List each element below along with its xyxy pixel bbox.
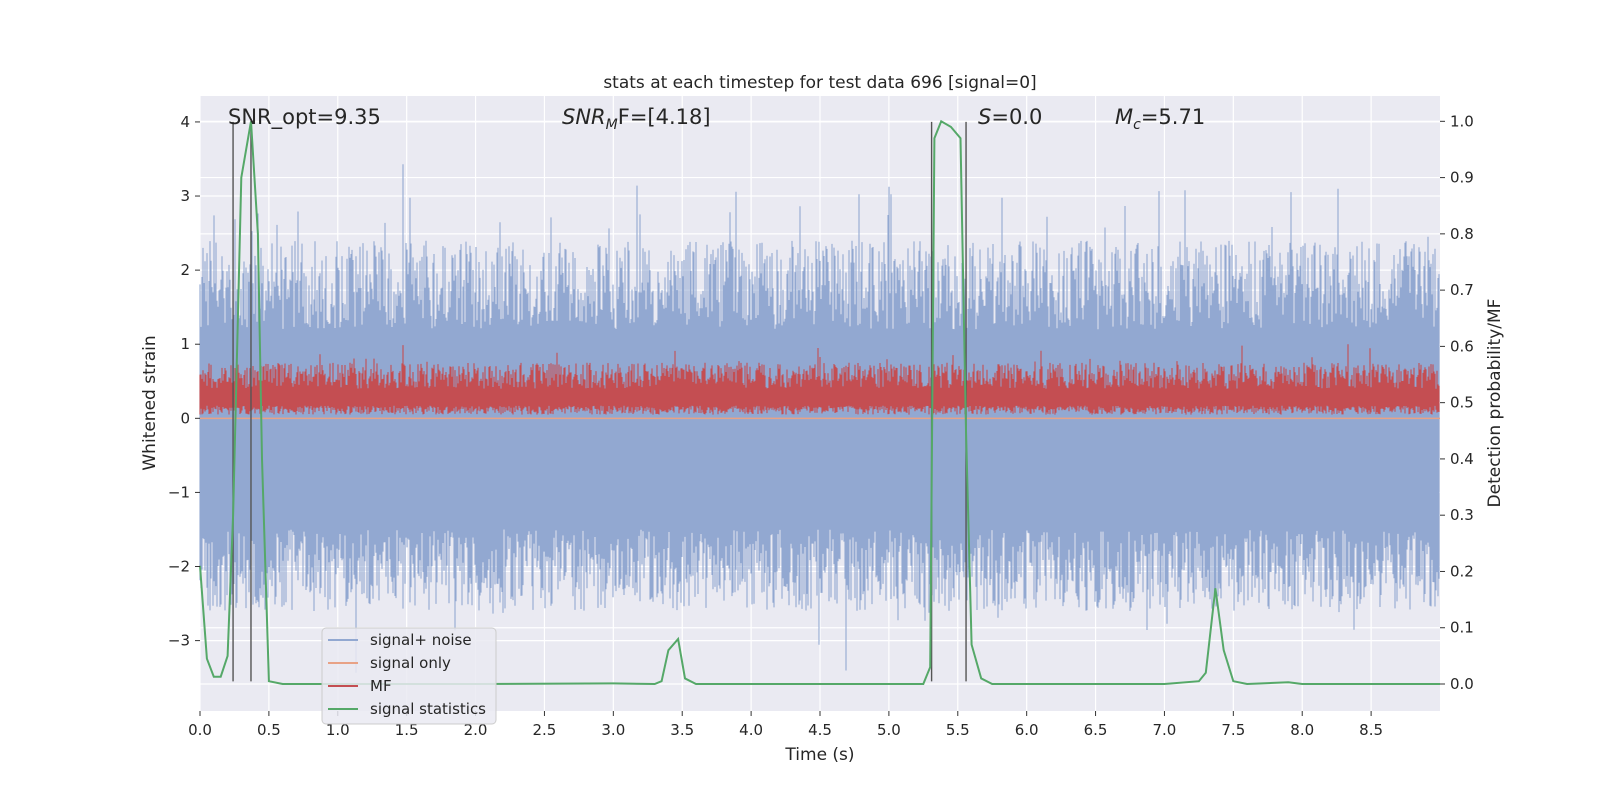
legend-label: signal statistics <box>370 700 486 718</box>
y-right-tick-label: 0.2 <box>1450 562 1474 580</box>
y-right-tick-label: 0.6 <box>1450 337 1474 355</box>
x-axis-label: Time (s) <box>784 745 854 765</box>
snr-mf-annotation: SNRMF=[4.18] <box>562 105 711 133</box>
y-left-tick-label: −1 <box>168 483 190 501</box>
x-tick-label: 4.0 <box>739 721 763 739</box>
legend-box <box>321 627 497 725</box>
y-left-tick-label: 2 <box>180 261 190 279</box>
y-left-tick-label: 1 <box>180 335 190 353</box>
signal-statistics-series <box>199 119 1440 686</box>
y-right-tick-label: 0.8 <box>1450 225 1474 243</box>
y-left-tick-label: 0 <box>180 409 190 427</box>
y-left-tick-label: −3 <box>168 632 190 650</box>
legend: signal+ noise signal only MF signal stat… <box>321 627 497 725</box>
signal-statistics-line <box>199 119 1440 686</box>
y-right-tick-label: 1.0 <box>1450 112 1474 130</box>
x-tick-label: 5.5 <box>946 721 970 739</box>
legend-label: MF <box>370 677 392 695</box>
y-right-tick-label: 0.7 <box>1450 281 1474 299</box>
legend-label: signal+ noise <box>370 631 472 649</box>
legend-item-signal-statistics: signal statistics <box>328 700 486 718</box>
y-left-tick-label: 4 <box>180 113 190 131</box>
x-tick-label: 2.5 <box>533 721 557 739</box>
y-right-tick-label: 0.9 <box>1450 169 1474 187</box>
s-annotation: S=0.0 <box>978 105 1042 129</box>
y-left-axis-label: Whitened strain <box>140 335 160 470</box>
x-tick-label: 7.0 <box>1153 721 1177 739</box>
y-right-tick-label: 0.3 <box>1450 506 1474 524</box>
x-tick-label: 2.0 <box>464 721 488 739</box>
legend-item-signal-plus-noise: signal+ noise <box>328 631 472 649</box>
x-tick-label: 0.5 <box>257 721 281 739</box>
x-tick-label: 7.5 <box>1221 721 1245 739</box>
x-tick-label: 1.0 <box>326 721 350 739</box>
x-tick-label: 0.0 <box>188 721 212 739</box>
x-tick-label: 3.5 <box>670 721 694 739</box>
y-right-axis-label: Detection probability/MF <box>1485 299 1505 508</box>
snr-opt-annotation: SNR_opt=9.35 <box>228 105 381 130</box>
x-tick-label: 6.5 <box>1084 721 1108 739</box>
y-right-tick-label: 0.0 <box>1450 675 1474 693</box>
x-tick-label: 8.0 <box>1290 721 1314 739</box>
mf-strokes <box>199 344 1440 415</box>
x-tick-label: 4.5 <box>808 721 832 739</box>
legend-label: signal only <box>370 654 451 672</box>
legend-item-mf: MF <box>328 677 392 695</box>
mc-annotation: Mc=5.71 <box>1115 105 1205 133</box>
chart-title: stats at each timestep for test data 696… <box>603 73 1036 93</box>
x-tick-label: 8.5 <box>1359 721 1383 739</box>
y-right-tick-label: 0.4 <box>1450 450 1474 468</box>
y-right-tick-label: 0.5 <box>1450 394 1474 412</box>
x-axis-ticks: 0.0 0.5 1.0 1.5 2.0 2.5 3.0 3.5 4.0 4.5 5.0 5.5 6.0 6… <box>188 711 1383 739</box>
mf-series <box>199 344 1440 415</box>
x-tick-label: 5.0 <box>877 721 901 739</box>
x-tick-label: 3.0 <box>601 721 625 739</box>
y-left-axis-ticks: 4 3 2 1 0 −1 −2 −3 <box>168 113 200 650</box>
y-left-tick-label: 3 <box>180 187 190 205</box>
y-left-tick-label: −2 <box>168 558 190 576</box>
x-tick-label: 6.0 <box>1015 721 1039 739</box>
legend-item-signal-only: signal only <box>328 654 451 672</box>
y-right-tick-label: 0.1 <box>1450 619 1474 637</box>
x-tick-label: 1.5 <box>395 721 419 739</box>
y-right-axis-ticks: 1.0 0.9 0.8 0.7 0.6 0.5 0.4 0.3 0.2 0.1 0.0 <box>1440 112 1474 693</box>
